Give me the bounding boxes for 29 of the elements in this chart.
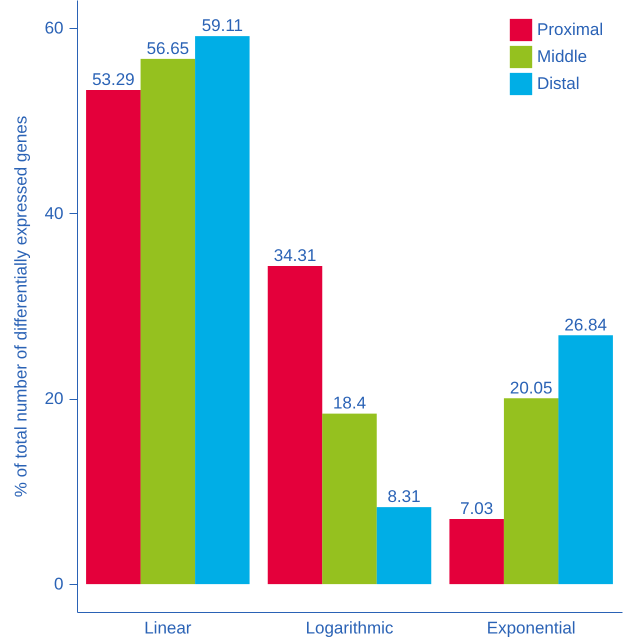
data-label: 26.84: [564, 315, 607, 334]
data-label: 34.31: [274, 246, 316, 266]
data-label: 53.29: [92, 70, 135, 90]
data-label: 7.03: [460, 498, 494, 518]
y-tick-label: 0: [54, 574, 64, 594]
bar: [558, 335, 613, 584]
data-label: 18.4: [332, 394, 366, 413]
y-tick-label: 20: [44, 389, 64, 408]
data-label: 59.11: [202, 16, 243, 36]
x-tick-label: Exponential: [486, 618, 576, 638]
legend-label: Middle: [537, 47, 588, 66]
x-tick-label: Linear: [144, 618, 192, 638]
legend-label: Proximal: [537, 20, 604, 39]
data-label: 8.31: [387, 487, 421, 506]
x-tick-label: Logarithmic: [306, 618, 394, 638]
bar: [504, 398, 558, 584]
bar: [140, 58, 196, 584]
bar: [322, 414, 377, 584]
bar: [195, 36, 250, 584]
bar: [449, 518, 504, 584]
data-label: 56.65: [146, 38, 190, 58]
bar: [376, 507, 432, 584]
bar: [86, 90, 141, 584]
y-tick-label: 40: [44, 204, 64, 223]
y-axis-title: % of total number of differentially expressed genes: [12, 116, 31, 498]
data-label: 20.05: [510, 378, 552, 398]
bar: [268, 266, 322, 584]
y-tick-label: 60: [44, 18, 64, 38]
legend-label: Distal: [537, 74, 580, 93]
